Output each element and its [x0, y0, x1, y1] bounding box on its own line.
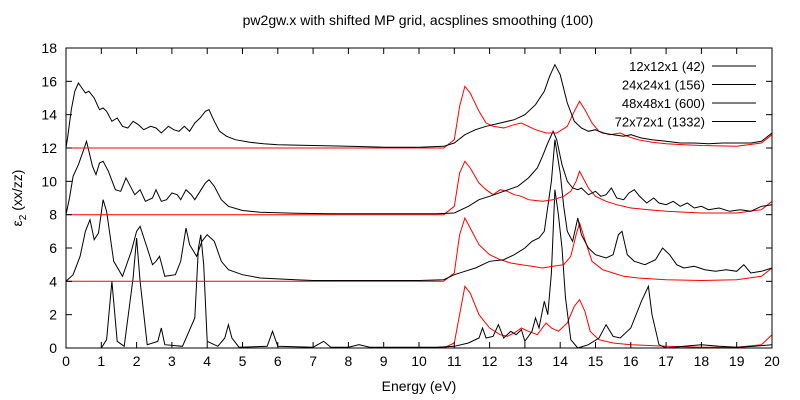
x-tick-label: 11: [447, 353, 462, 369]
x-tick-label: 17: [658, 353, 674, 369]
chart-title: pw2gw.x with shifted MP grid, acsplines …: [243, 12, 594, 28]
y-tick-label: 16: [41, 73, 57, 89]
x-tick-label: 3: [168, 353, 176, 369]
y-tick-label: 18: [41, 40, 57, 56]
series-zz-line-1: [66, 285, 773, 349]
x-tick-label: 13: [517, 353, 533, 369]
x-tick-label: 6: [274, 353, 282, 369]
x-tick-label: 12: [482, 353, 498, 369]
series-xx-line-4: [65, 63, 773, 149]
series-zz-line-3: [66, 160, 773, 216]
legend-label-4: 72x72x1 (1332): [615, 115, 705, 130]
x-tick-label: 5: [239, 353, 247, 369]
series-zz-line-4: [66, 85, 773, 149]
y-tick-label: 12: [41, 140, 57, 156]
x-tick-label: 4: [203, 353, 211, 369]
legend-label-3: 48x48x1 (600): [622, 96, 705, 111]
x-tick-label: 0: [62, 353, 70, 369]
y-tick-label: 0: [49, 340, 57, 356]
y-tick-label: 14: [41, 107, 57, 123]
x-axis-label: Energy (eV): [382, 378, 457, 394]
legend-label-2: 24x24x1 (156): [622, 78, 705, 93]
x-tick-label: 15: [588, 353, 604, 369]
x-tick-label: 7: [309, 353, 317, 369]
series-layer: [65, 63, 773, 349]
ticks-layer: 0 1 2 3 4 5 6 7 8 9 10 11 12 13 14 15 16 17 18 19 2002468101…: [41, 40, 780, 369]
y-tick-label: 10: [41, 173, 57, 189]
series-zz-line-2: [66, 216, 773, 282]
x-tick-label: 16: [623, 353, 639, 369]
x-tick-label: 18: [694, 353, 710, 369]
x-tick-label: 8: [345, 353, 353, 369]
x-tick-label: 14: [552, 353, 568, 369]
y-tick-label: 8: [49, 207, 57, 223]
series-xx-line-1: [66, 189, 773, 349]
y-tick-label: 4: [49, 273, 57, 289]
y-tick-label: 2: [49, 307, 57, 323]
x-tick-label: 20: [764, 353, 780, 369]
series-xx-line-3: [65, 130, 773, 215]
y-tick-label: 6: [49, 240, 57, 256]
series-xx-line-2: [65, 139, 773, 282]
plot-frame: [65, 47, 773, 349]
x-tick-label: 1: [97, 353, 105, 369]
legend: 12x12x1 (42) 24x24x1 (156) 48x48x1 (600) 72…: [615, 59, 756, 130]
x-tick-label: 9: [380, 353, 388, 369]
x-tick-label: 2: [133, 353, 141, 369]
legend-label-1: 12x12x1 (42): [629, 59, 705, 74]
x-tick-label: 10: [411, 353, 427, 369]
y-axis-label: ε2 (xx/zz): [9, 170, 29, 227]
x-tick-label: 19: [729, 353, 745, 369]
